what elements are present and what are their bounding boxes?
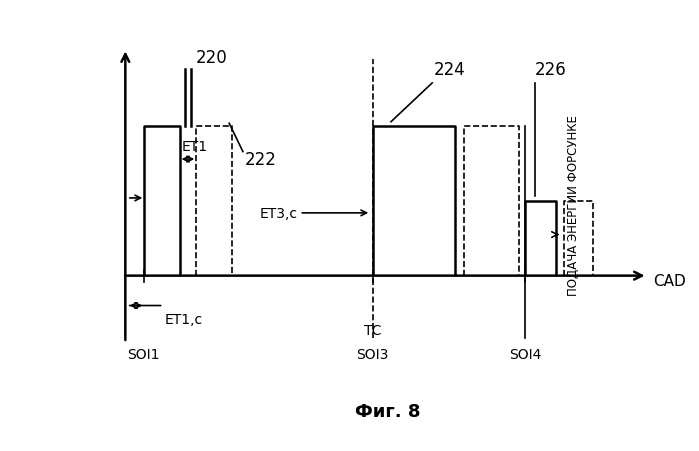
Text: ET1: ET1	[182, 140, 208, 154]
Text: 222: 222	[245, 151, 276, 169]
Text: ET1,c: ET1,c	[165, 312, 203, 326]
Text: SOI3: SOI3	[356, 348, 389, 362]
Text: 220: 220	[196, 49, 227, 67]
Text: 224: 224	[434, 61, 466, 79]
Text: ET3,c: ET3,c	[260, 207, 298, 221]
Text: 226: 226	[535, 61, 566, 79]
Text: SOI1: SOI1	[127, 348, 160, 362]
Text: Фиг. 8: Фиг. 8	[355, 402, 421, 420]
Text: TC: TC	[364, 324, 382, 338]
Text: SOI4: SOI4	[509, 348, 542, 362]
Text: ПОДАЧА ЭНЕРГИИ ФОРСУНКЕ: ПОДАЧА ЭНЕРГИИ ФОРСУНКЕ	[567, 115, 580, 295]
Text: CAD: CAD	[654, 273, 686, 288]
